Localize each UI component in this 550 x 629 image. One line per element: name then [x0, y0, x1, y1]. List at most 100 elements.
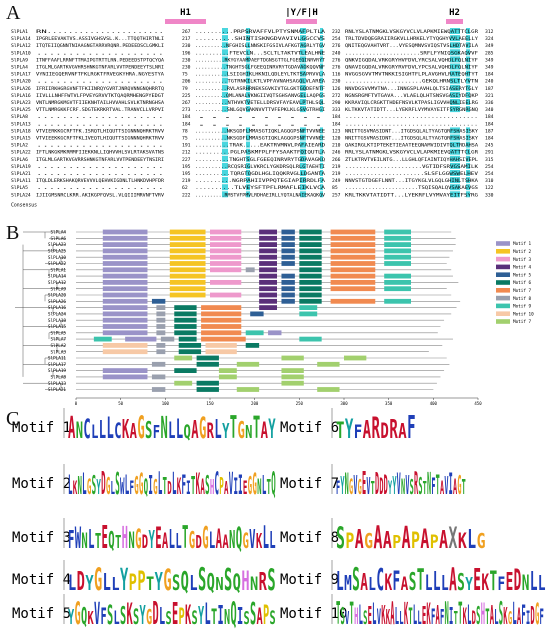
logo-letter: A: [222, 530, 228, 553]
motif-box: [102, 235, 148, 241]
logo-letter: I: [218, 600, 224, 629]
motif-box: [156, 349, 166, 355]
motif-box: [259, 242, 277, 247]
motif-logo-label: Motif 1: [12, 420, 71, 436]
logo-letter: Q: [236, 523, 242, 556]
logo-letter: C: [83, 413, 90, 445]
logo-letter: I: [238, 469, 242, 501]
logo-letter: F: [440, 605, 444, 629]
logo-letter: L: [494, 605, 498, 629]
axis-tick-label: 450: [474, 401, 482, 406]
motif-box: [299, 267, 322, 273]
motif-box: [196, 380, 219, 386]
conserved-column: [246, 35, 250, 42]
logo-letter: S: [92, 470, 96, 500]
logo-letter: Y: [120, 563, 129, 598]
conserved-column: [300, 99, 306, 105]
logo-letter: H: [122, 521, 128, 556]
conserved-column: [450, 70, 460, 77]
position-number: 219: [332, 171, 341, 177]
motif-box: [156, 343, 166, 348]
logo-letter: A: [402, 521, 411, 556]
alignment-row: SlPLA15 VTVIEEKKGCRFTFKLIVEQTLHIQUTTSIGNN…: [11, 134, 494, 142]
motif-box: [281, 280, 295, 285]
logo-letter: N: [257, 475, 261, 499]
sequence-name: SlPLA13: [11, 121, 31, 127]
logo-letter: S: [336, 523, 345, 556]
logo-letter: A: [390, 596, 394, 629]
conserved-column: [450, 170, 460, 176]
logo-letter: Q: [181, 566, 189, 596]
logo-letter: G: [189, 527, 195, 554]
position-number: 340: [485, 107, 494, 113]
position-number: 240: [485, 79, 494, 85]
conserved-column: [466, 127, 470, 134]
logo-letter: A: [261, 419, 269, 445]
conserved-column: [222, 155, 228, 162]
position-number: 184: [485, 72, 494, 78]
logo-letter: L: [372, 599, 376, 629]
logo-letter: Q: [144, 475, 148, 499]
motif-box: [210, 267, 242, 273]
motif-logo-label: Motif 8: [280, 530, 339, 546]
sequence-seg-1: ....................: [36, 51, 164, 56]
motif-logo: Motif 1A N C L L L C K A G S F N L L Q A G R L Y T G N T A Y: [12, 408, 276, 446]
logo-letter: T: [408, 605, 412, 629]
logo-letter: Y: [149, 527, 156, 555]
logo-letter: P: [392, 533, 401, 553]
logo-letter: Q: [81, 603, 87, 629]
position-number: 206: [182, 79, 191, 85]
sequence-seg-2: ..........TNGHTSGLFGEEQINRVRYTGDAVAGKQ: [195, 157, 325, 163]
sequence-name: SlPLA24: [11, 192, 31, 198]
axis-tick-label: 150: [206, 401, 214, 406]
logo-letter: S: [352, 562, 360, 598]
logo-letter: K: [127, 599, 134, 629]
motif-box: [210, 280, 242, 285]
motif-box: [174, 368, 197, 373]
logo-letter: C: [114, 419, 121, 443]
logo-letter: G: [349, 475, 353, 499]
logo-letter: T: [163, 473, 168, 500]
logo-letter: R: [259, 569, 268, 597]
logo-letter: S: [457, 569, 465, 596]
motif-box: [259, 273, 277, 279]
logo-letter: G: [535, 599, 539, 629]
gene-track: SlPLA17: [48, 361, 450, 368]
logo-letter: D: [101, 466, 105, 502]
sequence-seg-3: ......................TSQISQALQVSAKAEVGS: [345, 185, 478, 191]
logo-letter: Y: [345, 413, 354, 445]
sequence-seg-1: ....................: [36, 186, 164, 191]
logo-letter: N: [427, 467, 431, 502]
motif-box: [151, 387, 166, 392]
conserved-column: [466, 77, 470, 84]
region-label-h2: H2: [449, 8, 460, 18]
logo-letter: E: [172, 597, 178, 629]
motif-box: [299, 261, 322, 266]
logo-letter: T: [115, 533, 122, 553]
motif-box: [201, 324, 242, 329]
motif-box: [196, 361, 219, 367]
sequence-name: SlPLA19: [11, 164, 31, 170]
sequence-name: SlPLA20: [11, 79, 31, 85]
motif-box: [174, 305, 197, 310]
conserved-column: [300, 70, 306, 77]
sequence-seg-1: ....................: [36, 165, 164, 170]
logo-letter: Y: [198, 603, 205, 629]
position-number: 122: [485, 185, 494, 191]
sequence-seg-1: ....................: [36, 115, 164, 120]
logo-letter: E: [473, 563, 481, 598]
sequence-seg-3: ......................GEKQLHRNSLTLYVTN: [345, 79, 478, 85]
gene-track: SlPLA25: [48, 248, 453, 255]
legend-swatch: [496, 288, 510, 293]
logo-letter: E: [243, 476, 247, 499]
logo-letter: C: [376, 563, 384, 598]
motif-logo-label: Motif 7: [280, 476, 339, 492]
gene-label: SlPLA26: [48, 299, 67, 305]
logo-letter: S: [476, 603, 480, 629]
alignment-row: SlPLA6 ITGLMLGARTKVGVRRSHNKGTNFARLVVTPEND…: [11, 155, 494, 163]
region-bar-h1: [165, 19, 206, 24]
logo-letter: K: [122, 414, 129, 444]
motif-box: [245, 330, 264, 336]
conserved-column: [246, 84, 250, 91]
motif-box: [169, 280, 206, 285]
